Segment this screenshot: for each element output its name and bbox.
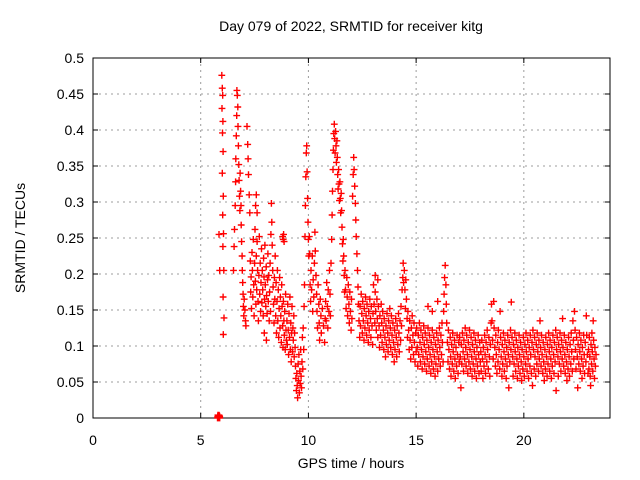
- y-tick-labels: 0 0.05 0.1 0.15 0.2 0.25 0.3 0.35 0.4 0.45 0.5: [57, 50, 84, 426]
- x-tick-label: 20: [516, 432, 532, 448]
- y-tick-label: 0.1: [65, 338, 85, 354]
- chart-title: Day 079 of 2022, SRMTID for receiver kit…: [219, 18, 483, 34]
- y-axis-label: SRMTID / TECUs: [12, 183, 28, 293]
- y-tick-label: 0.2: [65, 266, 85, 282]
- y-tick-label: 0.15: [57, 302, 84, 318]
- y-tick-label: 0: [76, 410, 84, 426]
- x-axis-label: GPS time / hours: [298, 455, 405, 471]
- x-tick-labels: 0 5 10 15 20: [89, 432, 532, 448]
- y-tick-label: 0.25: [57, 230, 84, 246]
- y-tick-label: 0.45: [57, 86, 84, 102]
- x-tick-label: 10: [301, 432, 317, 448]
- x-tick-label: 5: [197, 432, 205, 448]
- x-tick-label: 15: [408, 432, 424, 448]
- data-points: [214, 71, 600, 422]
- y-tick-label: 0.05: [57, 374, 84, 390]
- y-tick-label: 0.3: [65, 194, 85, 210]
- axis-ticks: [92, 57, 610, 419]
- y-tick-label: 0.35: [57, 158, 84, 174]
- y-tick-label: 0.5: [65, 50, 85, 66]
- y-tick-label: 0.4: [65, 122, 85, 138]
- x-tick-label: 0: [89, 432, 97, 448]
- gridlines: [93, 58, 610, 418]
